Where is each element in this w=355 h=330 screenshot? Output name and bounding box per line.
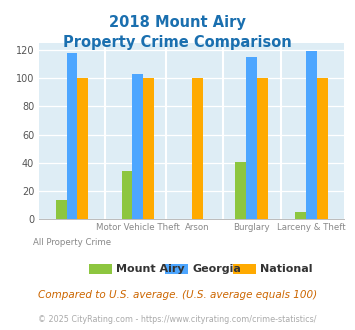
Bar [192,78,203,219]
Text: Arson: Arson [185,223,210,232]
Text: Georgia: Georgia [192,264,241,274]
Text: Burglary: Burglary [233,223,270,232]
Bar [122,171,132,219]
Bar [132,74,143,219]
Bar [143,78,154,219]
Bar [257,78,268,219]
Bar [235,162,246,219]
Bar [56,200,67,219]
Bar [67,53,77,219]
Text: All Property Crime: All Property Crime [33,238,111,247]
Text: 2018 Mount Airy: 2018 Mount Airy [109,15,246,30]
Text: Mount Airy: Mount Airy [116,264,185,274]
Bar [246,57,257,219]
Bar [317,78,328,219]
Text: Property Crime Comparison: Property Crime Comparison [63,35,292,50]
Bar [295,213,306,219]
Text: Compared to U.S. average. (U.S. average equals 100): Compared to U.S. average. (U.S. average … [38,290,317,300]
Bar [77,78,88,219]
Text: National: National [260,264,312,274]
Text: Larceny & Theft: Larceny & Theft [277,223,346,232]
Text: Motor Vehicle Theft: Motor Vehicle Theft [96,223,180,232]
Bar [306,51,317,219]
Text: © 2025 CityRating.com - https://www.cityrating.com/crime-statistics/: © 2025 CityRating.com - https://www.city… [38,315,317,324]
